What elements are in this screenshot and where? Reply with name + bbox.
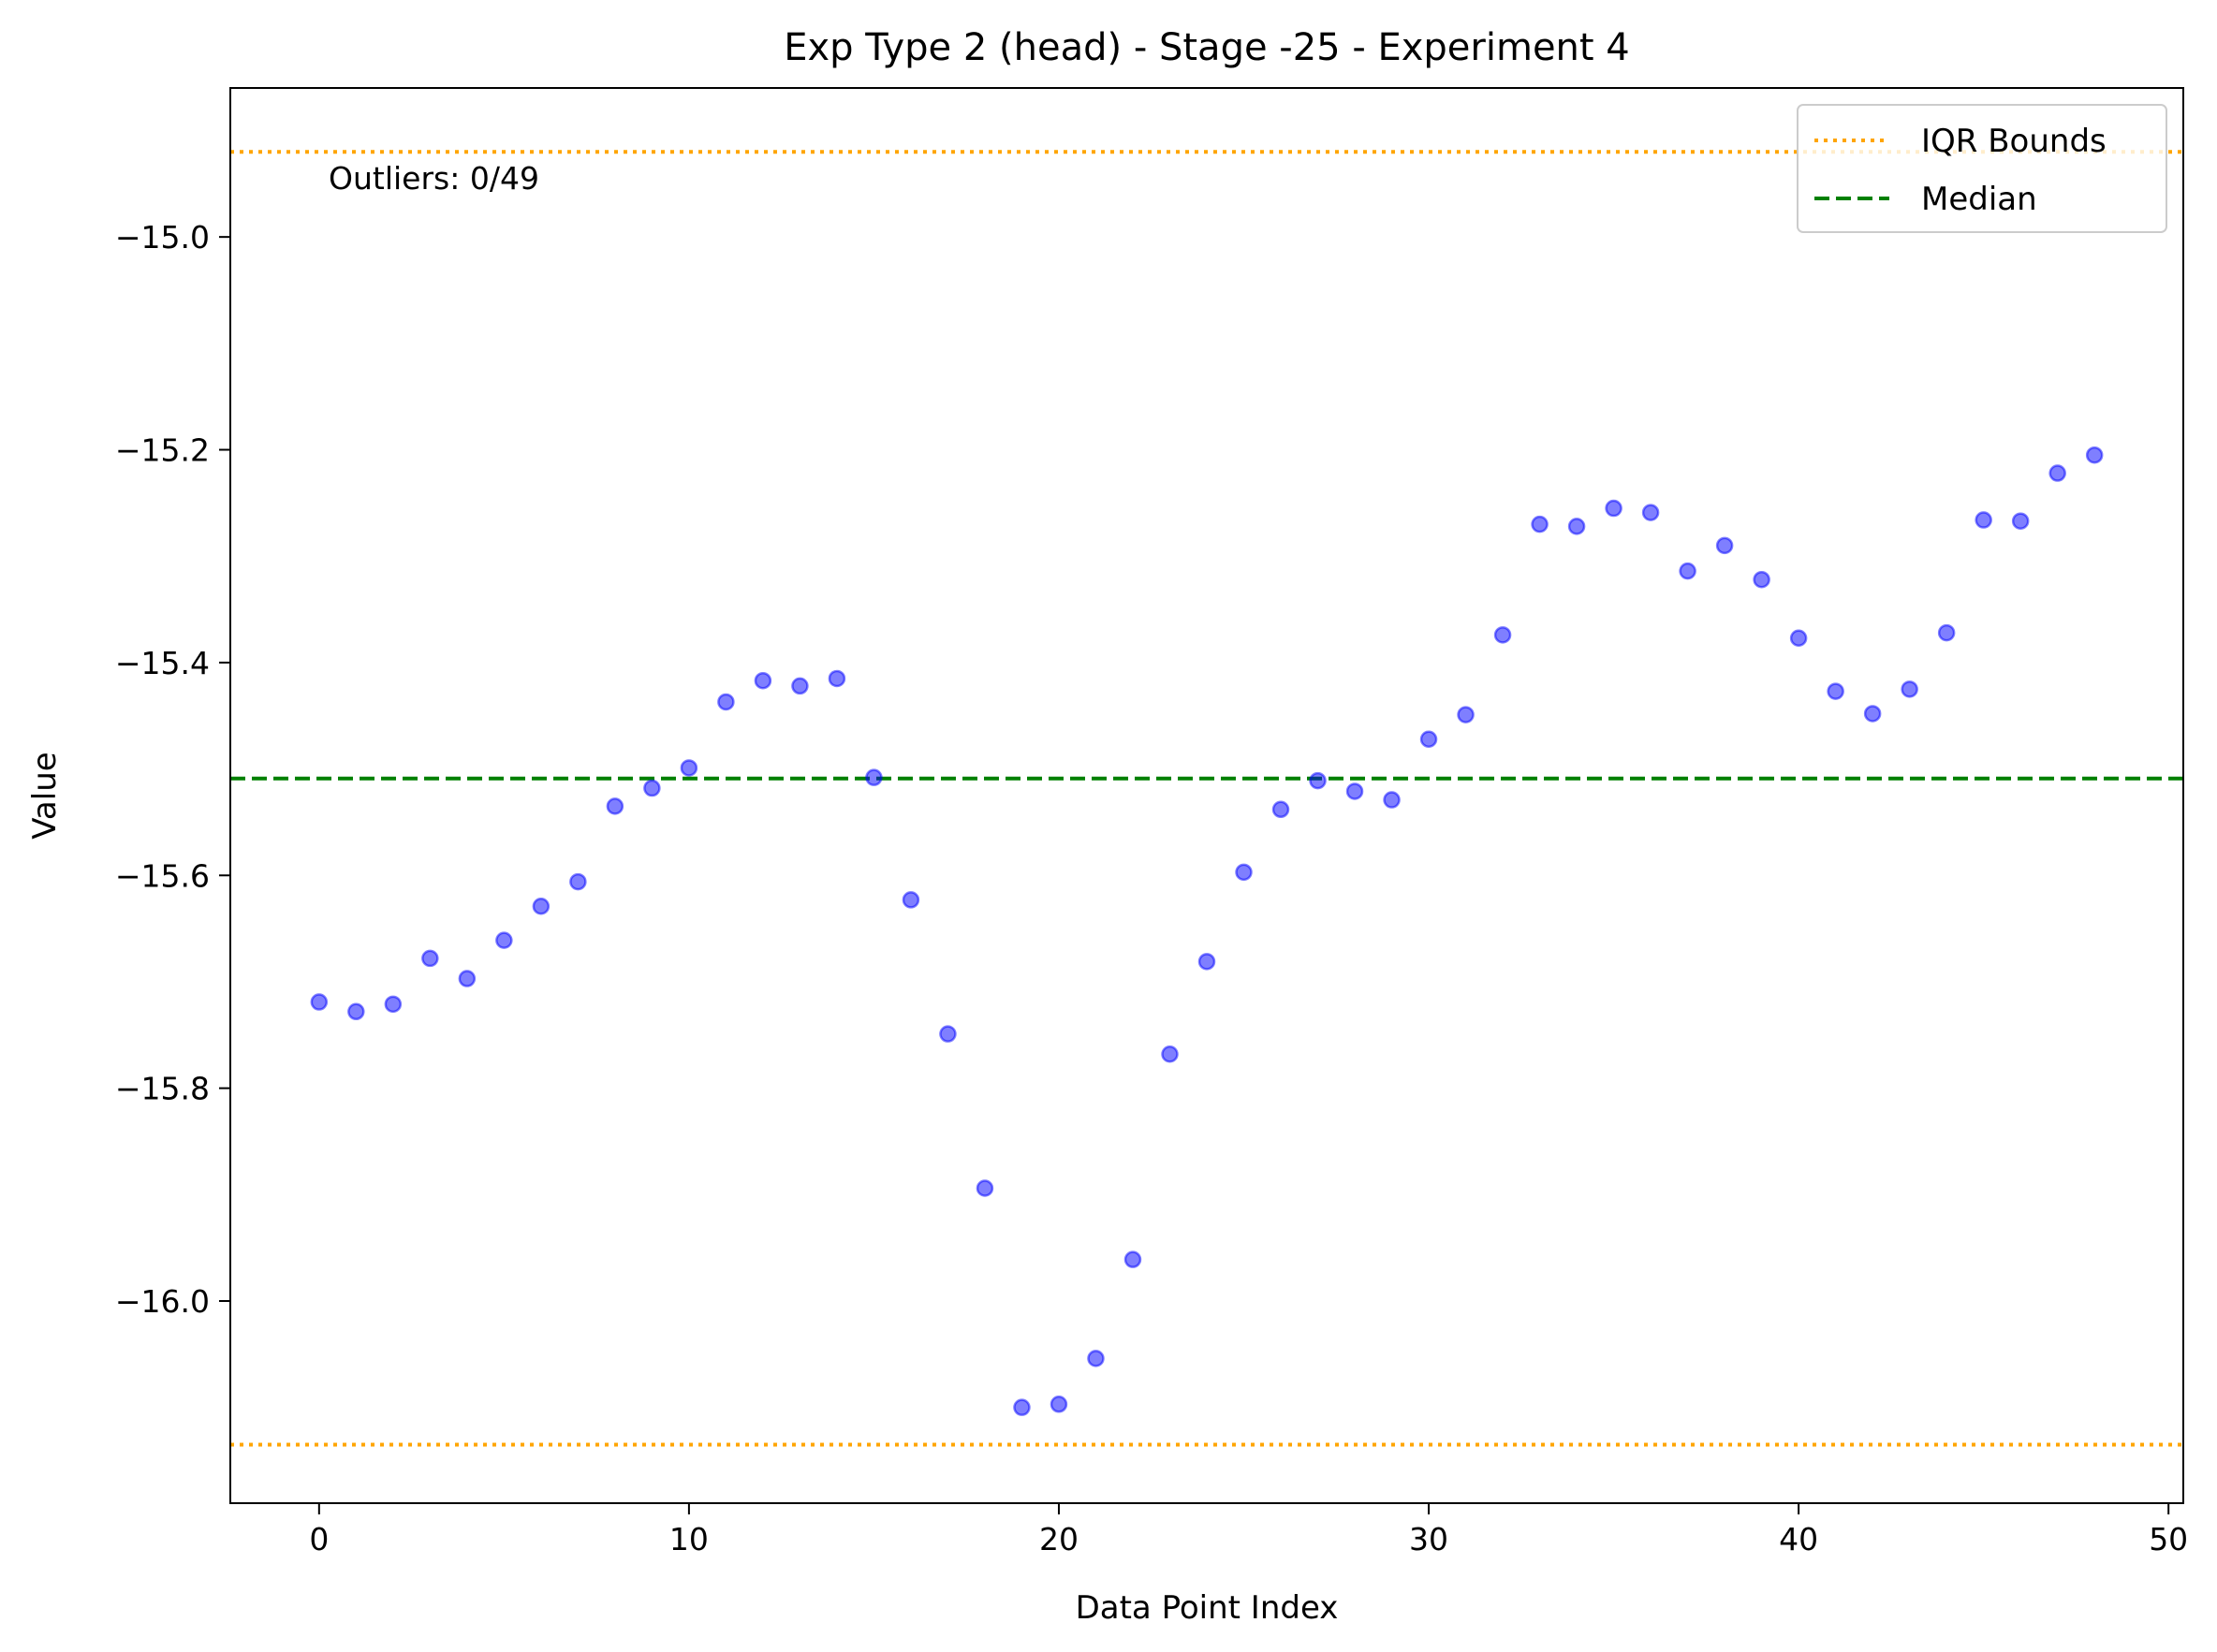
data-point-4	[458, 970, 477, 987]
outliers-annotation: Outliers: 0/49	[329, 160, 539, 197]
y-tick-label-1: −15.2	[115, 432, 210, 469]
data-point-44	[1937, 623, 1956, 642]
data-point-11	[717, 693, 735, 711]
legend-median-label: Median	[1921, 181, 2037, 218]
data-point-14	[828, 669, 846, 688]
x-tick-label-1: 10	[669, 1521, 709, 1557]
data-point-3	[421, 949, 439, 968]
data-point-26	[1271, 800, 1290, 819]
data-point-47	[2048, 464, 2066, 482]
data-point-25	[1235, 863, 1253, 882]
data-point-24	[1197, 953, 1216, 971]
data-point-46	[2011, 512, 2030, 530]
data-point-16	[902, 891, 920, 909]
data-point-8	[606, 797, 624, 815]
data-point-18	[976, 1179, 994, 1197]
data-point-33	[1531, 515, 1549, 534]
legend-iqr-label: IQR Bounds	[1921, 123, 2107, 160]
y-axis-label: Value	[26, 752, 64, 839]
data-point-23	[1161, 1045, 1179, 1063]
data-point-7	[569, 872, 587, 891]
data-point-5	[495, 931, 513, 949]
reference-lines	[230, 150, 2183, 1447]
data-point-15	[865, 768, 883, 786]
y-tick-label-2: −15.4	[115, 645, 210, 681]
x-axis-ticks: 0 10 20 30 40 50	[309, 1503, 2188, 1557]
data-point-28	[1345, 782, 1364, 800]
chart-title: Exp Type 2 (head) - Stage -25 - Experime…	[784, 26, 1630, 69]
data-point-27	[1309, 771, 1327, 790]
data-point-40	[1789, 629, 1808, 647]
data-point-20	[1050, 1396, 1068, 1413]
data-point-1	[347, 1002, 365, 1021]
data-point-38	[1715, 536, 1734, 555]
data-point-10	[680, 759, 698, 777]
data-point-43	[1901, 680, 1918, 698]
data-point-31	[1457, 706, 1475, 724]
y-axis-ticks: −15.0 −15.2 −15.4 −15.6 −15.8 −16.0	[115, 219, 230, 1320]
data-point-41	[1827, 682, 1844, 700]
data-point-9	[643, 779, 661, 797]
data-point-36	[1641, 504, 1660, 521]
y-tick-label-3: −15.6	[115, 857, 210, 894]
x-tick-label-2: 20	[1039, 1521, 1079, 1557]
data-point-39	[1753, 570, 1770, 589]
data-point-17	[939, 1025, 957, 1043]
data-point-37	[1679, 562, 1696, 580]
data-point-12	[754, 671, 772, 690]
legend-box	[1797, 104, 2167, 233]
data-point-30	[1419, 730, 1438, 748]
x-tick-label-5: 50	[2149, 1521, 2188, 1557]
data-point-13	[791, 677, 809, 695]
data-point-45	[1975, 511, 1992, 529]
data-point-48	[2085, 446, 2104, 464]
legend: IQR Bounds Median	[1797, 104, 2167, 233]
data-point-0	[310, 993, 329, 1011]
y-tick-label-0: −15.0	[115, 219, 210, 256]
data-point-29	[1383, 791, 1401, 809]
data-point-6	[532, 897, 551, 915]
y-tick-label-4: −15.8	[115, 1071, 210, 1107]
data-point-21	[1087, 1350, 1105, 1367]
x-tick-label-0: 0	[309, 1521, 329, 1557]
y-tick-label-5: −16.0	[115, 1283, 210, 1320]
data-point-32	[1493, 626, 1512, 644]
data-point-34	[1567, 518, 1586, 535]
data-point-19	[1013, 1398, 1031, 1416]
x-tick-label-3: 30	[1409, 1521, 1448, 1557]
data-point-2	[384, 995, 403, 1014]
plot-area-frame	[229, 87, 2184, 1504]
data-point-22	[1123, 1250, 1142, 1268]
x-axis-label: Data Point Index	[1076, 1589, 1339, 1627]
x-tick-label-4: 40	[1779, 1521, 1818, 1557]
data-point-42	[1863, 705, 1882, 723]
data-points	[310, 446, 2104, 1416]
data-point-35	[1605, 499, 1622, 518]
